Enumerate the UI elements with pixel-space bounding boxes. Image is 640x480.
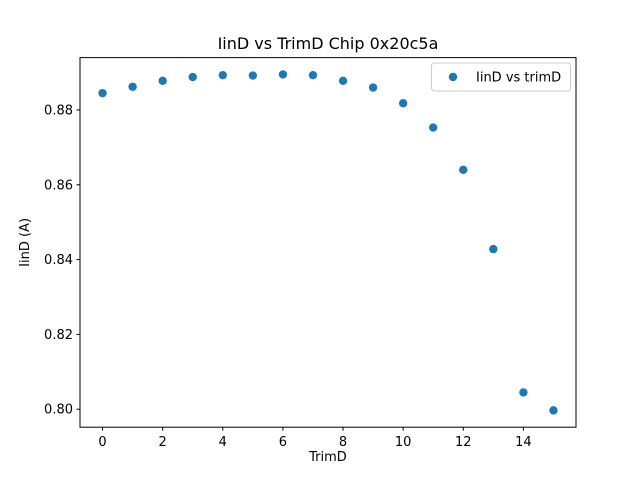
data-point — [429, 123, 438, 132]
data-point — [98, 88, 107, 98]
x-tick-label: 4 — [219, 435, 227, 450]
axes-spines — [79, 57, 577, 428]
legend: IinD vs trimD — [431, 62, 571, 92]
data-point — [278, 70, 288, 79]
data-point — [459, 165, 468, 175]
data-point — [158, 76, 167, 85]
data-point — [308, 70, 318, 80]
x-axis-label: TrimD — [308, 450, 347, 465]
data-point — [549, 406, 558, 415]
x-axis-ticks: 0 2 4 6 8 10 12 14 — [98, 427, 532, 450]
plot-area — [80, 57, 576, 428]
x-tick-label: 2 — [159, 435, 167, 450]
data-point — [128, 82, 137, 91]
legend-marker-icon — [448, 72, 458, 82]
x-tick-label: 12 — [455, 435, 472, 450]
data-point — [489, 244, 498, 254]
legend-box — [431, 62, 571, 92]
y-axis-ticks: 0.80 0.82 0.84 0.86 0.88 — [44, 103, 80, 418]
data-point — [218, 70, 227, 80]
y-tick-label: 0.88 — [44, 103, 73, 118]
data-point — [368, 83, 378, 92]
data-point — [398, 99, 408, 108]
y-tick-label: 0.82 — [44, 328, 73, 343]
y-axis-label: IinD (A) — [18, 218, 33, 267]
data-point — [338, 76, 348, 85]
x-tick-label: 6 — [279, 435, 287, 450]
x-tick-label: 14 — [515, 435, 532, 450]
x-tick-label: 10 — [395, 435, 412, 450]
x-tick-label: 0 — [98, 435, 106, 450]
y-tick-label: 0.84 — [44, 253, 73, 268]
x-tick-label: 8 — [339, 435, 347, 450]
data-point — [519, 388, 528, 397]
data-point — [248, 71, 258, 80]
chart-title: IinD vs TrimD Chip 0x20c5a — [218, 34, 439, 53]
y-tick-label: 0.86 — [44, 178, 73, 193]
legend-label: IinD vs trimD — [476, 71, 561, 86]
y-tick-label: 0.80 — [44, 403, 73, 418]
data-point — [188, 72, 197, 82]
scatter-points — [98, 70, 558, 415]
